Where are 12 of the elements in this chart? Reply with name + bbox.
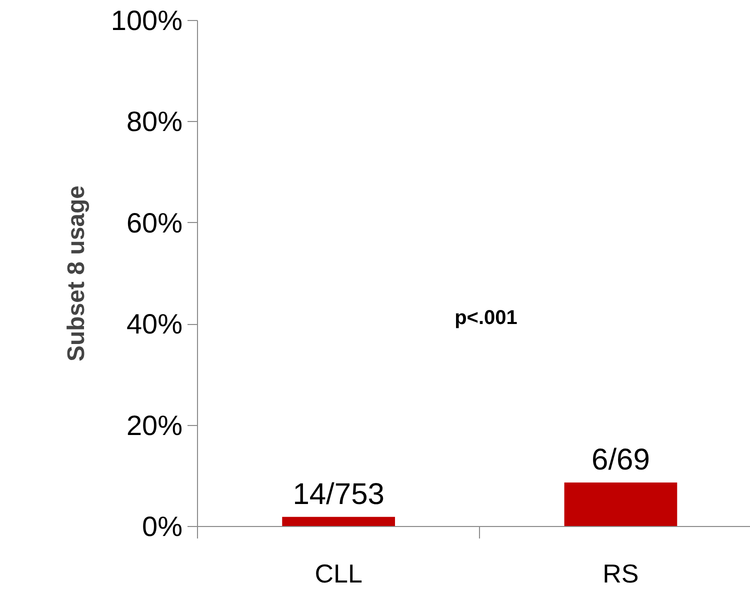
x-tick-label: CLL	[314, 558, 362, 588]
y-axis-title: Subset 8 usage	[62, 185, 90, 362]
data-label: 14/753	[292, 478, 384, 511]
y-tick-label: 40%	[126, 308, 183, 340]
y-tick-label: 0%	[142, 511, 182, 542]
y-tick-label: 60%	[126, 207, 183, 238]
y-tick-label: 80%	[126, 106, 183, 138]
data-label: 6/69	[592, 443, 650, 476]
y-tick-label: 20%	[126, 410, 183, 441]
annotation: p<.001	[454, 307, 518, 330]
y-tick-label: 100%	[110, 5, 183, 36]
x-tick-label: RS	[602, 558, 639, 588]
